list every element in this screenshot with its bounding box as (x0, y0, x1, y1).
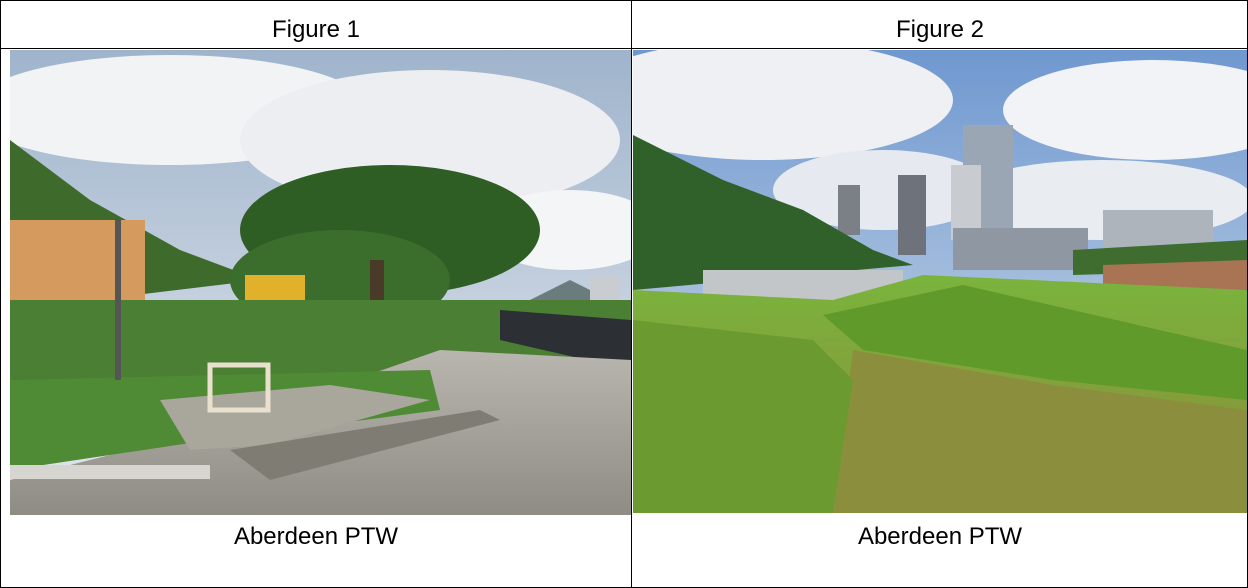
figure-caption: Aberdeen PTW (632, 517, 1248, 557)
photo-figure-1 (10, 50, 631, 515)
photo-figure-2 (633, 50, 1247, 513)
border-middle (631, 0, 632, 588)
border-top (0, 0, 1248, 1)
figure-header: Figure 1 (0, 10, 632, 50)
page: Figure 1 Figure 2 (0, 0, 1248, 588)
figure-caption: Aberdeen PTW (0, 517, 632, 557)
border-left (0, 0, 1, 588)
figure-header: Figure 2 (632, 10, 1248, 50)
